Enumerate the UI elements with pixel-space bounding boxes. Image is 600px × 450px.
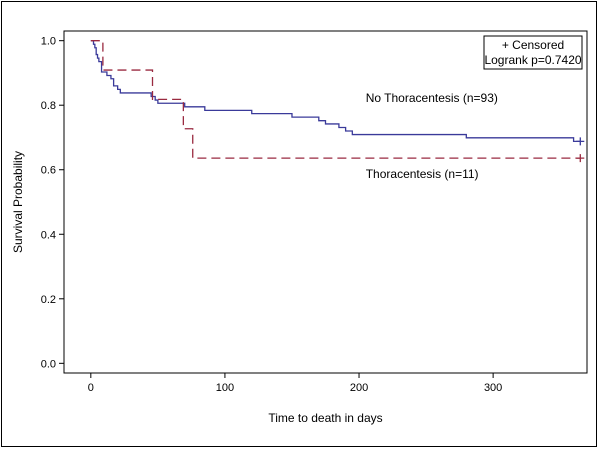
x-axis: 0 100 200 300 [88,373,502,394]
y-axis-label: Survival Probability [11,151,25,253]
series-layer [90,40,585,163]
y-tick-label: 0.8 [41,100,56,112]
legend-box [483,35,583,70]
y-tick-label: 1.0 [41,36,56,48]
legend-censored-text: + Censored [502,38,564,52]
legend: + Censored Logrank p=0.7420 [483,35,583,70]
series-labels: No Thoracentesis (n=93) Thoracentesis (n=… [366,91,498,181]
legend-logrank-text: Logrank p=0.7420 [484,53,581,67]
y-axis: 0.0 0.2 0.4 0.6 0.8 1.0 [41,36,64,370]
x-axis-label: Time to death in days [268,411,382,425]
x-tick-label: 100 [216,382,234,394]
x-tick-label: 300 [484,382,502,394]
x-tick-label: 0 [88,382,94,394]
plot-area [63,30,588,374]
series-0-step-curve [90,40,581,142]
censor-mark [576,154,585,163]
series-label: Thoracentesis (n=11) [366,167,479,181]
series-1-step-curve [90,40,581,159]
y-tick-label: 0.2 [41,294,56,306]
x-tick-label: 200 [350,382,368,394]
series-label: No Thoracentesis (n=93) [366,91,498,105]
y-tick-label: 0.4 [41,229,56,241]
y-tick-label: 0.0 [41,358,56,370]
y-tick-label: 0.6 [41,165,56,177]
censor-mark [576,137,585,146]
